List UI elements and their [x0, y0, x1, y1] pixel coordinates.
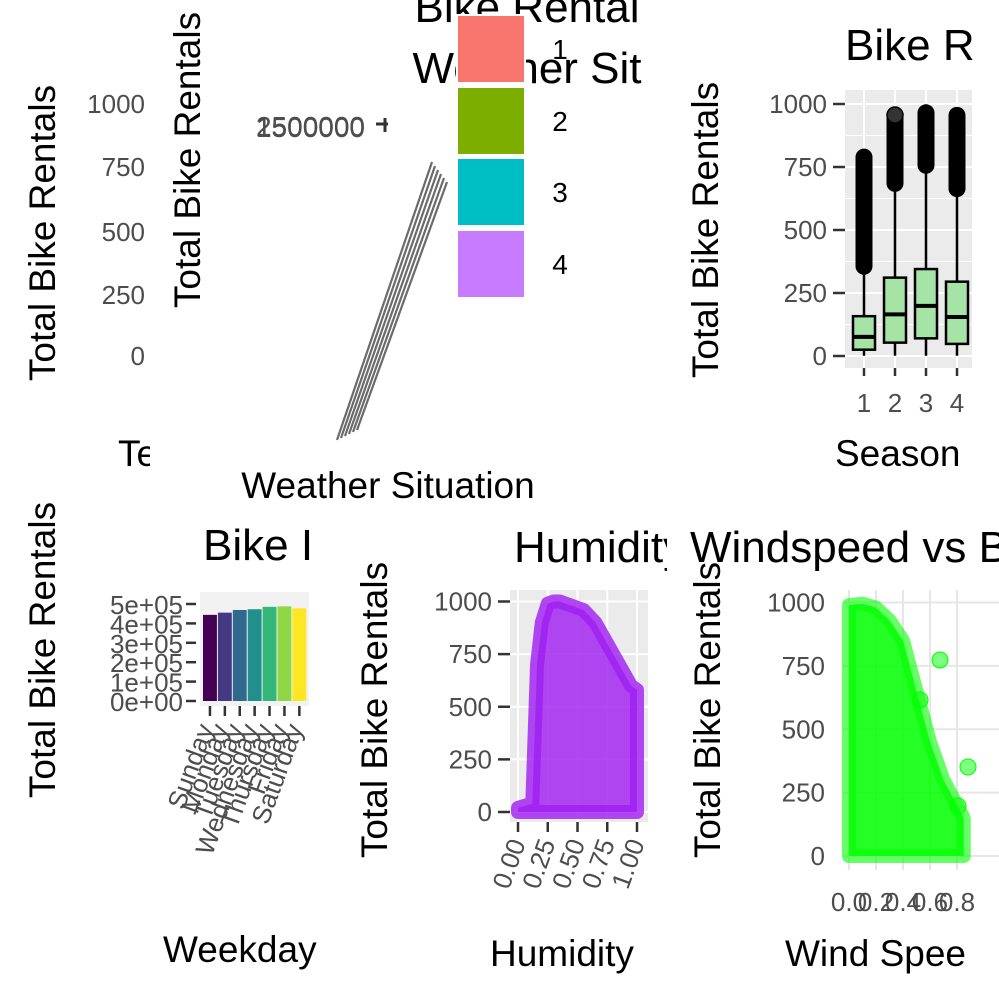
p4-bar-wednesday — [247, 609, 262, 701]
p3-outlier-point — [886, 106, 904, 124]
legend-swatch-4 — [456, 229, 526, 299]
p6-scatter-points — [842, 596, 971, 863]
p2-x-tick-label-overlap — [335, 161, 434, 441]
p3-y-tick-label: 1000 — [769, 89, 827, 119]
panel-1: Total Bike Rentals 1000 750 500 250 0 Te — [22, 85, 157, 474]
p5-x-axis-label: Humidity — [490, 933, 634, 974]
legend-swatch-1 — [456, 14, 526, 84]
legend-label-1: 1 — [552, 34, 568, 65]
p4-title: Bike I — [203, 521, 313, 570]
p4-bar-friday — [277, 606, 292, 701]
p4-bar-saturday — [292, 608, 307, 701]
p6-x-tick-label: 0.4 — [885, 887, 921, 917]
p6-scatter-point — [911, 691, 929, 709]
p4-y-tick-label: 2e+05 — [110, 648, 183, 678]
p2-x-tick-label-overlap — [343, 169, 440, 437]
p6-title: Windspeed vs Bike R — [690, 523, 999, 572]
legend-swatch-3 — [456, 157, 526, 227]
p5-y-tick-label: 1000 — [434, 587, 492, 617]
p6-y-tick-label: 250 — [782, 778, 825, 808]
p4-bar-tuesday — [232, 609, 247, 701]
p5-title: Humidity vs Bike R — [514, 523, 883, 572]
p3-x-tick-label: 1 — [857, 388, 871, 418]
p4-bar-thursday — [262, 606, 277, 701]
p2-x-tick-label-overlap — [355, 181, 449, 431]
p2-y-axis-label: Total Bike Rentals — [167, 12, 208, 308]
p1-y-tick-label: 1000 — [87, 89, 145, 119]
panel-4: Total Bike Rentals Bike I 0e+001e+052e+053… — [22, 502, 317, 970]
p2-x-axis-label: Weather Situation — [241, 465, 534, 506]
p4-bar-monday — [217, 612, 232, 701]
p5-y-tick-label: 0 — [478, 797, 492, 827]
p6-scatter-point — [949, 797, 967, 815]
p2-y-tick-label: 1500000 — [256, 112, 365, 143]
p4-y-tick-label: 3e+05 — [110, 629, 183, 659]
p6-y-tick-label: 1000 — [767, 588, 825, 618]
legend-label-4: 4 — [552, 249, 568, 280]
legend-label-3: 3 — [552, 177, 568, 208]
p5-y-axis-label: Total Bike Rentals — [354, 562, 395, 858]
p5-scatter-points — [511, 594, 644, 819]
p3-y-tick-label: 250 — [784, 278, 827, 308]
p4-y-tick-label: 4e+05 — [110, 609, 183, 639]
p6-x-axis-label: Wind Spee — [785, 933, 966, 974]
p4-x-axis-label: Weekday — [163, 929, 317, 970]
p6-x-tick-label: 0.6 — [912, 887, 948, 917]
p3-box — [851, 314, 877, 351]
p5-y-tick-label: 750 — [449, 639, 492, 669]
p2-title-line-1: Bike Rental — [414, 0, 639, 32]
p2-x-tick-label-overlap — [347, 173, 443, 435]
p1-y-tick-label: 500 — [102, 217, 145, 247]
p6-scatter-point — [959, 758, 977, 776]
p3-title: Bike R — [845, 21, 975, 70]
p3-x-tick-label: 4 — [950, 388, 964, 418]
p3-y-tick-label: 500 — [784, 215, 827, 245]
panel-3: Bike R Total Bike Rentals 0 250 500 750 1000 1 2… — [685, 21, 975, 474]
p6-scatter-point — [931, 651, 949, 669]
legend-label-2: 2 — [552, 106, 568, 137]
p2-y-tick-label: 2500000 — [256, 111, 365, 142]
p4-y-tick-label: 0e+00 — [110, 687, 183, 717]
p5-y-tick-label: 500 — [449, 692, 492, 722]
p2-x-tick-label-overlap — [339, 165, 437, 439]
p6-y-tick-label: 0 — [811, 841, 825, 871]
p2-title-line-2: Weather Sit — [412, 44, 641, 93]
p4-y-tick-label: 1e+05 — [110, 668, 183, 698]
p3-x-tick-label: 2 — [888, 388, 902, 418]
p1-x-axis-label: Te — [118, 433, 157, 474]
p6-y-tick-label: 750 — [782, 651, 825, 681]
p6-x-tick-label: 0.0 — [831, 887, 867, 917]
p3-box — [944, 280, 970, 346]
p6-x-tick-label: 0.8 — [939, 887, 975, 917]
p2-x-tick-label-overlap — [351, 177, 446, 433]
p5-y-tick-label: 250 — [449, 744, 492, 774]
p6-y-axis-label: Total Bike Rentals — [687, 562, 728, 858]
p6-x-tick-label: 0.2 — [858, 887, 894, 917]
legend-swatch-2 — [456, 86, 526, 156]
p3-box — [913, 267, 939, 340]
p4-bar-sunday — [203, 614, 217, 701]
p1-y-tick-label: 250 — [102, 280, 145, 310]
p3-y-axis-label: Total Bike Rentals — [685, 82, 726, 378]
p1-y-axis-label: Total Bike Rentals — [22, 85, 63, 381]
p3-x-axis-label: Season — [835, 433, 961, 474]
p4-y-tick-label: 5e+05 — [110, 590, 183, 620]
p3-x-tick-label: 3 — [919, 388, 933, 418]
p4-y-axis-label: Total Bike Rentals — [22, 502, 63, 798]
p1-y-tick-label: 750 — [102, 152, 145, 182]
p6-y-tick-label: 500 — [782, 714, 825, 744]
p1-y-tick-label: 0 — [131, 341, 145, 371]
p3-y-tick-label: 0 — [813, 341, 827, 371]
p3-y-tick-label: 750 — [784, 152, 827, 182]
p3-box — [882, 276, 908, 344]
